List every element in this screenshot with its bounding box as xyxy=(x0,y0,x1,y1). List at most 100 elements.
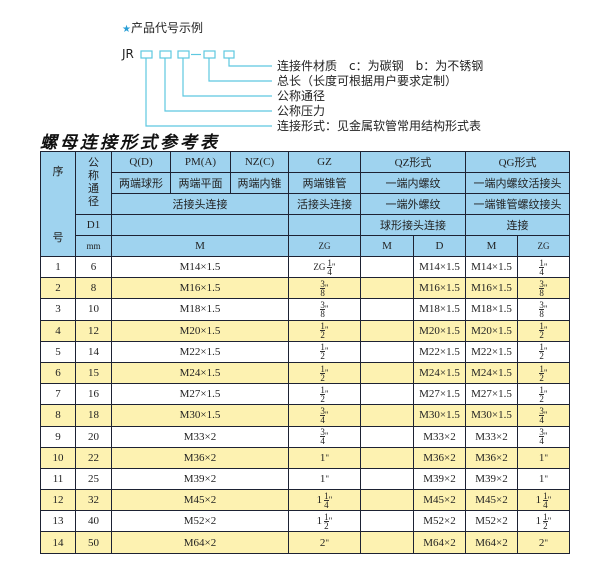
inch-mark: " xyxy=(543,261,548,272)
row-zg-part: 2 xyxy=(324,520,329,531)
row-qz-m xyxy=(360,298,414,321)
row-qg-m: M18×1.5 xyxy=(465,298,519,321)
row-no: 8 xyxy=(40,404,76,427)
header-r4-qz: 球形接头连接 xyxy=(359,214,467,236)
header-r4-qg: 连接 xyxy=(465,214,571,236)
header-nominal: 公称通径 xyxy=(75,151,112,215)
table-row: 2 8 M16×1.5 3 8 " M16×1.5 M16×1.5 3 8 " xyxy=(40,277,571,300)
inch-mark: " xyxy=(543,367,548,378)
row-d1: 18 xyxy=(75,404,112,427)
leader-line xyxy=(208,58,272,82)
row-qg-zg-part: 3 xyxy=(539,299,544,310)
row-qg-zg: 1 2 " xyxy=(517,361,571,385)
row-m: M14×1.5 xyxy=(111,255,289,279)
row-m: M45×2 xyxy=(111,489,289,512)
row-zg-part: 4 xyxy=(320,436,325,447)
table-row: 5 14 M22×1.5 1 2 " M22×1.5 M22×1.5 1 2 " xyxy=(40,340,571,363)
row-zg-part: 1 xyxy=(319,451,326,464)
row-qg-zg: 2" xyxy=(517,531,571,554)
row-qz-m xyxy=(360,467,414,491)
row-qg-zg: 3 4 " xyxy=(517,404,571,427)
row-qg-m: M20×1.5 xyxy=(465,319,519,342)
header-pma: PM(A) xyxy=(170,151,231,173)
inch-mark: " xyxy=(543,304,548,314)
inch-mark: " xyxy=(325,537,330,548)
row-qg-zg-part: 2 xyxy=(539,330,544,341)
row-qg-zg-part: 3 xyxy=(539,278,544,289)
row-d1: 14 xyxy=(75,340,112,363)
row-qg-zg-part: 1 xyxy=(538,451,545,464)
row-zg-part: 8 xyxy=(320,287,325,298)
row-zg-part: 1 xyxy=(320,321,325,332)
row-qg-m: M64×2 xyxy=(465,531,519,554)
row-m: M24×1.5 xyxy=(111,361,289,385)
row-qz-m xyxy=(360,277,414,300)
header-r3: 一端锥管螺纹接头 xyxy=(465,193,571,215)
inch-mark: " xyxy=(543,431,548,442)
row-zg-part: 8 xyxy=(320,308,325,319)
header-r5: M xyxy=(111,235,289,257)
row-qz-d: M30×1.5 xyxy=(412,404,467,427)
header-nzc: NZ(C) xyxy=(230,151,289,173)
row-m: M16×1.5 xyxy=(111,277,289,300)
row-qg-zg-part: 1 xyxy=(535,514,542,527)
table-row: 10 22 M36×2 1" M36×2 M36×2 1" xyxy=(40,446,571,469)
row-zg-part: 2 xyxy=(320,372,325,383)
row-zg: 1 2 " xyxy=(288,361,361,385)
code-box-length xyxy=(203,50,216,59)
row-qz-m xyxy=(360,531,414,554)
row-qg-zg-part: 8 xyxy=(539,308,544,319)
row-qg-zg-part: 1 xyxy=(543,511,548,522)
row-m: M20×1.5 xyxy=(111,319,289,342)
star-icon: ★ xyxy=(122,24,131,35)
row-zg-part: 4 xyxy=(320,414,325,425)
row-m: M27×1.5 xyxy=(111,383,289,406)
row-qg-zg: 1 2 " xyxy=(517,319,571,342)
header-r2: 一端内螺纹活接头 xyxy=(465,172,571,194)
row-zg: 3 8 " xyxy=(288,298,361,321)
header-r2: 两端锥管 xyxy=(288,172,361,194)
row-qg-m: M27×1.5 xyxy=(465,383,519,406)
inch-mark: " xyxy=(324,304,329,314)
table-row: 6 15 M24×1.5 1 2 " M24×1.5 M24×1.5 1 2 " xyxy=(40,361,571,385)
table-row: 1 6 M14×1.5 ZG 1 4 " M14×1.5 M14×1.5 1 4 " xyxy=(40,255,571,279)
row-qg-m: M33×2 xyxy=(465,425,519,448)
header-gz: GZ xyxy=(288,151,361,173)
header-r5: D xyxy=(412,235,467,257)
inch-mark: " xyxy=(324,282,329,293)
inch-mark: " xyxy=(324,388,329,399)
label-length: 总长（长度可根据用户要求定制） xyxy=(277,74,458,88)
table-row: 12 32 M45×2 1 1 4 " M45×2 M45×2 1 1 4 " xyxy=(40,489,571,512)
header-r5: M xyxy=(465,235,519,257)
header-r3: 一端外螺纹 xyxy=(359,193,467,215)
row-m: M30×1.5 xyxy=(111,404,289,427)
row-qz-m xyxy=(360,255,414,279)
row-qg-zg: 1 2 " xyxy=(517,383,571,406)
inch-mark: " xyxy=(324,409,329,420)
leader-line xyxy=(145,58,272,127)
row-qz-m xyxy=(360,361,414,385)
row-qg-m: M22×1.5 xyxy=(465,340,519,363)
row-qg-zg: 1" xyxy=(517,467,571,491)
table-row: 14 50 M64×2 2" M64×2 M64×2 2" xyxy=(40,531,571,554)
row-d1: 25 xyxy=(75,467,112,491)
row-qg-m: M14×1.5 xyxy=(465,255,519,279)
table-row: 9 20 M33×2 3 4 " M33×2 M33×2 3 4 " xyxy=(40,425,571,448)
row-qg-zg: 3 8 " xyxy=(517,298,571,321)
row-no: 4 xyxy=(40,319,76,342)
row-zg-part: 2 xyxy=(320,393,325,404)
label-material: 连接件材质 c：为碳钢 b：为不锈钢 xyxy=(277,59,484,73)
row-qg-m: M16×1.5 xyxy=(465,277,519,300)
row-d1: 16 xyxy=(75,383,112,406)
row-no: 13 xyxy=(40,510,76,533)
row-qz-d: M39×2 xyxy=(412,467,467,491)
row-qz-d: M18×1.5 xyxy=(412,298,467,321)
row-no: 5 xyxy=(40,340,76,363)
